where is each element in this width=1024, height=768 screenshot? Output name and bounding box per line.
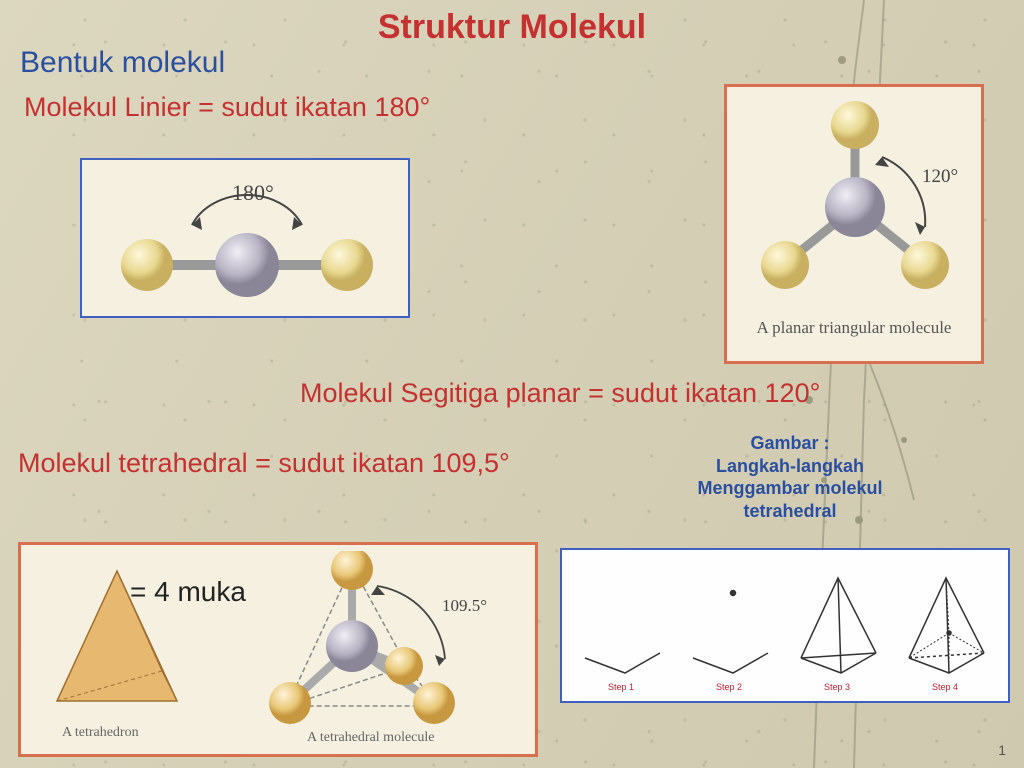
page-title: Struktur Molekul bbox=[378, 8, 646, 47]
tetrahedral-figure-box: A tetrahedron 109.5° A tetrahedral molec… bbox=[18, 542, 538, 757]
page-number: 1 bbox=[998, 742, 1006, 758]
svg-text:Step 3: Step 3 bbox=[824, 682, 850, 692]
trigonal-angle-label: 120° bbox=[922, 166, 958, 187]
steps-caption: Gambar : Langkah-langkah Menggambar mole… bbox=[640, 432, 940, 522]
svg-text:Step 1: Step 1 bbox=[608, 682, 634, 692]
steps-line3: Menggambar molekul bbox=[697, 478, 882, 498]
tetrahedral-heading: Molekul tetrahedral = sudut ikatan 109,5… bbox=[18, 448, 510, 479]
steps-line2: Langkah-langkah bbox=[716, 456, 864, 476]
steps-line4: tetrahedral bbox=[743, 501, 836, 521]
svg-text:Step 4: Step 4 bbox=[932, 682, 958, 692]
steps-line1: Gambar : bbox=[750, 433, 829, 453]
svg-text:A tetrahedron: A tetrahedron bbox=[62, 725, 139, 740]
trigonal-molecule-diagram: 120° bbox=[737, 97, 973, 307]
linear-angle-label: 180° bbox=[232, 180, 274, 205]
steps-diagram: Step 1 Step 2 Step 3 Step 4 bbox=[570, 558, 1002, 693]
tetrahedral-diagram: A tetrahedron 109.5° A tetrahedral molec… bbox=[27, 551, 532, 751]
svg-text:Step 2: Step 2 bbox=[716, 682, 742, 692]
svg-text:A tetrahedral molecule: A tetrahedral molecule bbox=[307, 730, 435, 745]
subtitle: Bentuk molekul bbox=[20, 46, 225, 80]
linear-molecule-diagram: 180° bbox=[92, 170, 402, 310]
trigonal-heading: Molekul Segitiga planar = sudut ikatan 1… bbox=[300, 378, 820, 409]
linear-figure-box: 180° bbox=[80, 158, 410, 318]
trigonal-figure-box: 120° A planar triangular molecule bbox=[724, 84, 984, 364]
trigonal-caption: A planar triangular molecule bbox=[737, 318, 971, 338]
linear-heading: Molekul Linier = sudut ikatan 180° bbox=[24, 92, 430, 123]
svg-text:109.5°: 109.5° bbox=[442, 596, 487, 615]
faces-label: = 4 muka bbox=[130, 576, 246, 608]
steps-figure-box: Step 1 Step 2 Step 3 Step 4 bbox=[560, 548, 1010, 703]
